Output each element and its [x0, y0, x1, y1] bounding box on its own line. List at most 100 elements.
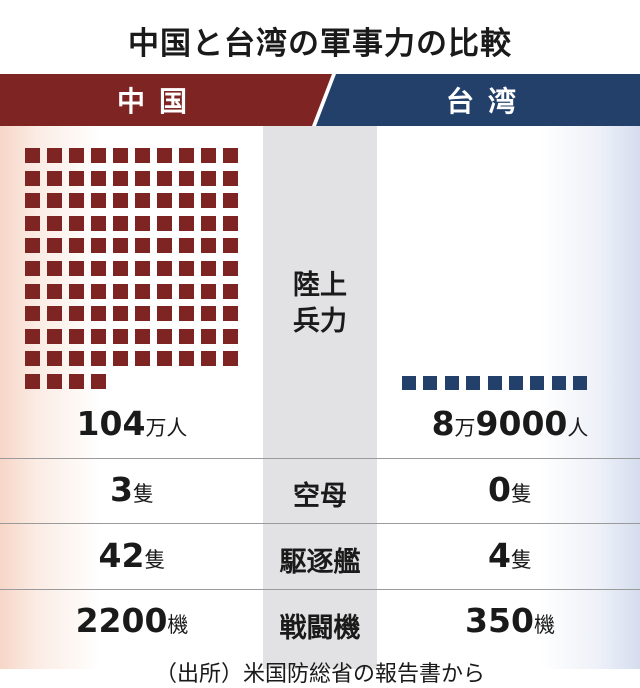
china-square: [179, 215, 194, 231]
china-square: [47, 215, 62, 231]
china-square: [113, 261, 128, 276]
china-ground-unit: 万人: [145, 416, 188, 440]
china-banner-shape: [0, 74, 332, 126]
china-square: [91, 261, 106, 276]
ground-forces-label: 陸上 兵力: [263, 268, 377, 340]
china-destroyer-number: 42: [98, 536, 145, 575]
china-square: [69, 170, 84, 186]
china-square: [25, 328, 40, 344]
row-divider: [0, 458, 640, 459]
china-square: [91, 306, 106, 322]
china-square: [157, 351, 172, 367]
china-banner: [0, 74, 332, 126]
china-square: [69, 148, 84, 163]
china-square: [25, 261, 40, 276]
china-square: [69, 238, 84, 254]
china-square: [223, 193, 238, 209]
taiwan-carrier-value: 0隻: [410, 470, 610, 509]
china-carrier-value: 3隻: [32, 470, 232, 509]
taiwan-column: [377, 126, 640, 669]
china-square: [179, 238, 194, 254]
china-square: [179, 170, 194, 186]
china-square: [223, 351, 238, 367]
china-square: [47, 351, 62, 367]
china-square: [179, 193, 194, 209]
china-square: [223, 328, 238, 344]
china-square: [157, 215, 172, 231]
china-square: [113, 351, 128, 367]
china-square: [201, 170, 216, 186]
china-square: [69, 283, 84, 299]
china-square: [179, 148, 194, 163]
china-square: [113, 306, 128, 322]
china-square: [135, 148, 150, 163]
china-fighter-value: 2200機: [32, 601, 232, 640]
row-divider: [0, 589, 640, 590]
china-square: [47, 306, 62, 322]
taiwan-carrier-unit: 隻: [510, 482, 532, 506]
china-square: [223, 306, 238, 322]
china-square: [91, 238, 106, 254]
taiwan-destroyer-number: 4: [488, 536, 511, 575]
row-divider: [0, 523, 640, 524]
taiwan-square: [487, 376, 502, 390]
taiwan-banner: [316, 74, 640, 126]
taiwan-fighter-unit: 機: [533, 613, 555, 637]
china-fighter-unit: 機: [167, 613, 189, 637]
china-square: [135, 261, 150, 276]
china-header-label: 中国: [117, 85, 202, 118]
china-square: [223, 148, 238, 163]
china-square: [157, 328, 172, 344]
china-square: [135, 283, 150, 299]
taiwan-destroyer-unit: 隻: [510, 548, 532, 572]
china-square: [201, 283, 216, 299]
china-square: [223, 170, 238, 186]
china-square: [69, 261, 84, 276]
china-square: [179, 261, 194, 276]
taiwan-square: [551, 376, 566, 390]
china-carrier-number: 3: [110, 470, 133, 509]
china-square: [47, 170, 62, 186]
china-square: [157, 148, 172, 163]
china-destroyer-value: 42隻: [32, 536, 232, 575]
fighter-label: 戦闘機: [279, 613, 361, 644]
china-square: [135, 170, 150, 186]
china-square: [47, 328, 62, 344]
china-square: [91, 283, 106, 299]
taiwan-square: [402, 376, 416, 390]
taiwan-fighter-number: 350: [465, 601, 534, 640]
china-square: [69, 374, 84, 389]
china-square: [47, 261, 62, 276]
china-square: [47, 148, 62, 163]
china-square: [201, 193, 216, 209]
china-square: [25, 374, 40, 389]
china-column: [0, 126, 263, 669]
china-square: [201, 351, 216, 367]
taiwan-header-label: 台湾: [446, 85, 531, 118]
china-square: [91, 193, 106, 209]
china-square: [179, 328, 194, 344]
china-square: [91, 215, 106, 231]
taiwan-square: [423, 376, 438, 390]
china-fighter-number: 2200: [75, 601, 168, 640]
china-square: [201, 148, 216, 163]
china-square: [69, 328, 84, 344]
china-square: [25, 215, 40, 231]
china-square: [135, 351, 150, 367]
china-square: [135, 238, 150, 254]
china-square: [223, 261, 238, 276]
china-square: [91, 351, 106, 367]
china-square: [201, 215, 216, 231]
china-destroyer-unit: 隻: [144, 548, 166, 572]
china-square: [179, 283, 194, 299]
ground-forces-label-line1: 陸上: [293, 270, 347, 301]
china-square: [113, 328, 128, 344]
china-square: [223, 238, 238, 254]
china-square: [25, 193, 40, 209]
taiwan-ground-number-2: 9000: [475, 404, 568, 443]
china-square: [201, 261, 216, 276]
china-square: [25, 170, 40, 186]
china-square: [25, 351, 40, 367]
china-square: [113, 215, 128, 231]
taiwan-square: [444, 376, 459, 390]
